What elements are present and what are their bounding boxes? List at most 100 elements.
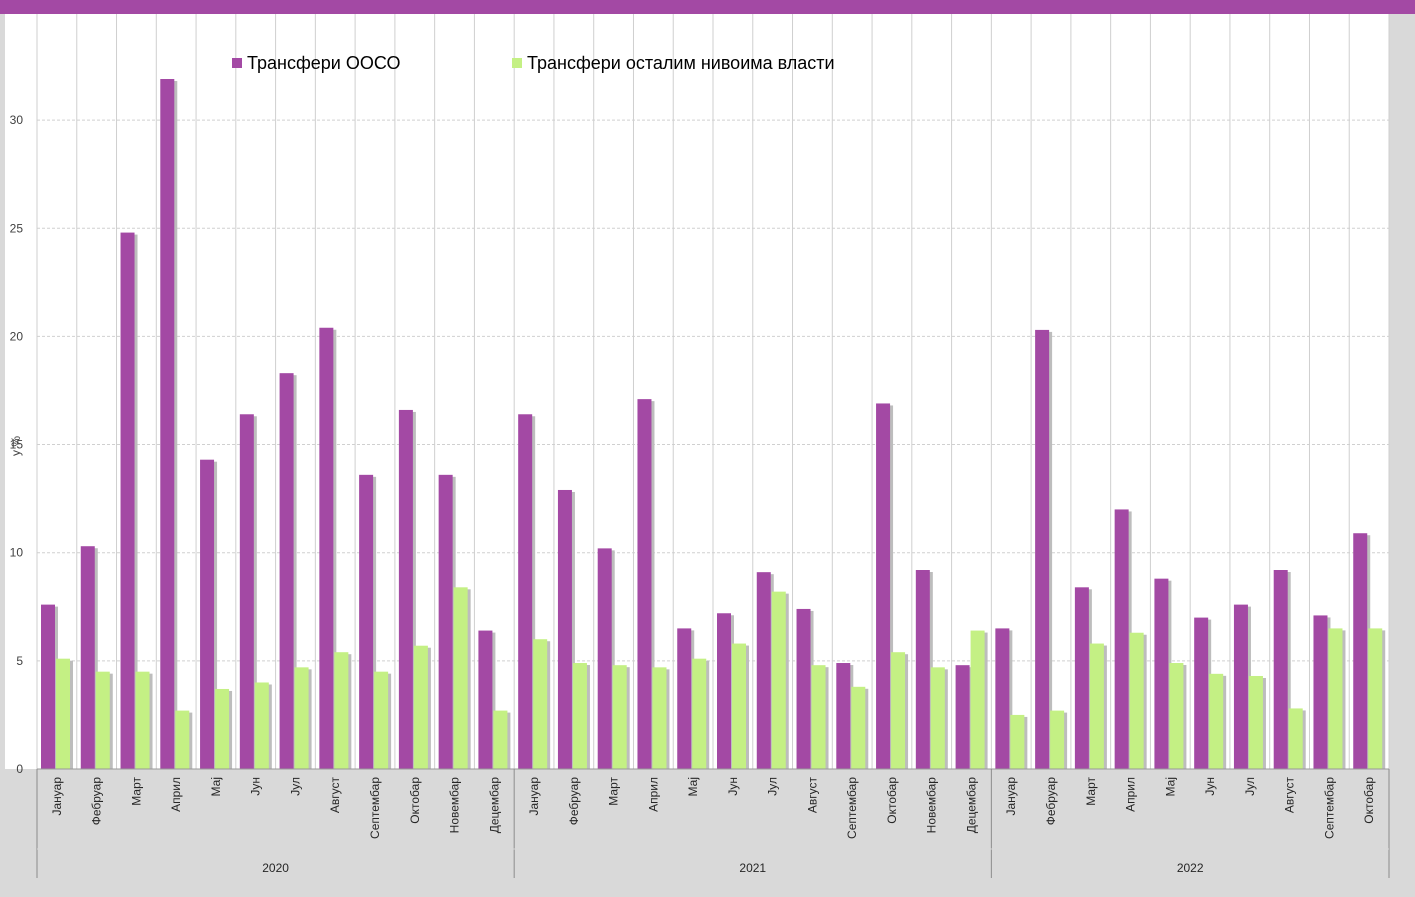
x-tick-label: Октобар xyxy=(408,777,422,824)
x-tick-label: Октобар xyxy=(885,777,899,824)
x-tick-label: Мај xyxy=(1163,777,1177,796)
bar-ooso xyxy=(717,613,731,769)
bar-other xyxy=(533,639,548,769)
bar-other xyxy=(1169,663,1184,769)
bar-other xyxy=(413,645,428,769)
legend-swatch-other xyxy=(512,58,522,68)
x-tick-label: Јун xyxy=(249,777,263,796)
bar-ooso xyxy=(1194,617,1209,769)
bar-other xyxy=(970,630,985,769)
y-tick-label: 5 xyxy=(16,654,23,668)
x-tick-label: Октобар xyxy=(1362,777,1376,824)
bar-other xyxy=(851,686,866,769)
bar-other xyxy=(732,643,746,769)
bar-ooso xyxy=(1353,533,1368,769)
x-tick-label: Март xyxy=(607,777,621,806)
x-tick-label: Децембар xyxy=(487,777,501,834)
x-tick-label: Март xyxy=(129,777,143,806)
bar-other xyxy=(1248,675,1263,769)
bar-other xyxy=(652,667,667,769)
bar-other xyxy=(1129,632,1144,769)
bar-ooso xyxy=(438,474,453,769)
x-tick-label: Јул xyxy=(1243,777,1257,796)
year-label: 2020 xyxy=(262,861,289,875)
bar-ooso xyxy=(1074,587,1089,769)
bar-ooso xyxy=(279,373,294,769)
bar-other xyxy=(1288,708,1303,769)
bar-other xyxy=(135,671,150,769)
legend-label-other: Трансфери осталим нивоима власти xyxy=(527,53,835,73)
bar-ooso xyxy=(41,604,55,769)
y-tick-label: 30 xyxy=(10,113,24,127)
bar-ooso xyxy=(1233,604,1248,769)
bar-ooso xyxy=(1313,615,1328,769)
x-tick-label: Август xyxy=(805,777,819,814)
bar-ooso xyxy=(557,489,572,769)
bar-other xyxy=(1209,673,1224,769)
bar-other xyxy=(1368,628,1383,769)
bar-ooso xyxy=(319,327,334,769)
x-tick-label: Април xyxy=(1124,777,1138,812)
x-tick-label: Новембар xyxy=(925,777,939,834)
bar-other xyxy=(1050,710,1065,769)
bar-ooso xyxy=(200,459,215,769)
bar-other xyxy=(891,652,906,769)
bar-ooso xyxy=(398,409,413,769)
bar-ooso xyxy=(518,414,533,769)
bar-other xyxy=(612,665,627,769)
x-tick-label: Јун xyxy=(726,777,740,796)
bar-ooso xyxy=(836,663,851,769)
bar-other xyxy=(95,671,110,769)
x-tick-label: Фебруар xyxy=(567,777,581,826)
bar-ooso xyxy=(239,414,254,769)
bar-ooso xyxy=(120,232,135,770)
x-tick-label: Јануар xyxy=(1004,777,1018,816)
bar-ooso xyxy=(597,548,612,769)
year-label: 2021 xyxy=(739,861,766,875)
x-tick-label: Март xyxy=(1084,777,1098,806)
bars-layer xyxy=(41,79,1386,770)
bar-other xyxy=(453,587,468,769)
bar-other xyxy=(1010,714,1025,769)
bar-ooso xyxy=(637,399,652,769)
bar-ooso xyxy=(756,572,771,769)
x-tick-label: Јул xyxy=(288,777,302,796)
legend-swatch-ooso xyxy=(232,58,242,68)
bar-other xyxy=(175,710,190,769)
x-tick-label: Децембар xyxy=(964,777,978,834)
x-tick-label: Април xyxy=(646,777,660,812)
x-tick-label: Септембар xyxy=(368,777,382,839)
bar-other xyxy=(56,658,70,769)
legend-label-ooso: Трансфери ООСО xyxy=(247,53,400,73)
y-tick-label: 0 xyxy=(16,762,23,776)
x-tick-label: Август xyxy=(1283,777,1297,814)
bar-ooso xyxy=(876,403,891,769)
year-label: 2022 xyxy=(1177,861,1204,875)
x-tick-label: Јануар xyxy=(527,777,541,816)
bar-other xyxy=(374,671,389,769)
bar-other xyxy=(811,665,826,769)
y-tick-label: 15 xyxy=(10,438,24,452)
x-tick-label: Септембар xyxy=(845,777,859,839)
bar-ooso xyxy=(1035,329,1050,769)
bar-other xyxy=(1328,628,1343,769)
bar-ooso xyxy=(1273,570,1288,769)
y-axis-label: у % xyxy=(9,436,23,456)
legend: Трансфери ООСО Трансфери осталим нивоима… xyxy=(232,53,835,73)
bar-ooso xyxy=(80,546,95,769)
x-tick-label: Мај xyxy=(686,777,700,796)
x-tick-label: Мај xyxy=(209,777,223,796)
bar-other xyxy=(572,663,587,769)
bar-other xyxy=(215,688,230,769)
bar-other xyxy=(692,658,707,769)
top-color-band xyxy=(0,0,1415,14)
x-tick-label: Јун xyxy=(1203,777,1217,796)
x-tick-label: Септембар xyxy=(1322,777,1336,839)
x-tick-label: Фебруар xyxy=(1044,777,1058,826)
bar-ooso xyxy=(1114,509,1129,769)
x-tick-label: Новембар xyxy=(448,777,462,834)
bar-other xyxy=(334,652,349,769)
gridlines xyxy=(36,14,1390,769)
x-tick-label: Фебруар xyxy=(90,777,104,826)
